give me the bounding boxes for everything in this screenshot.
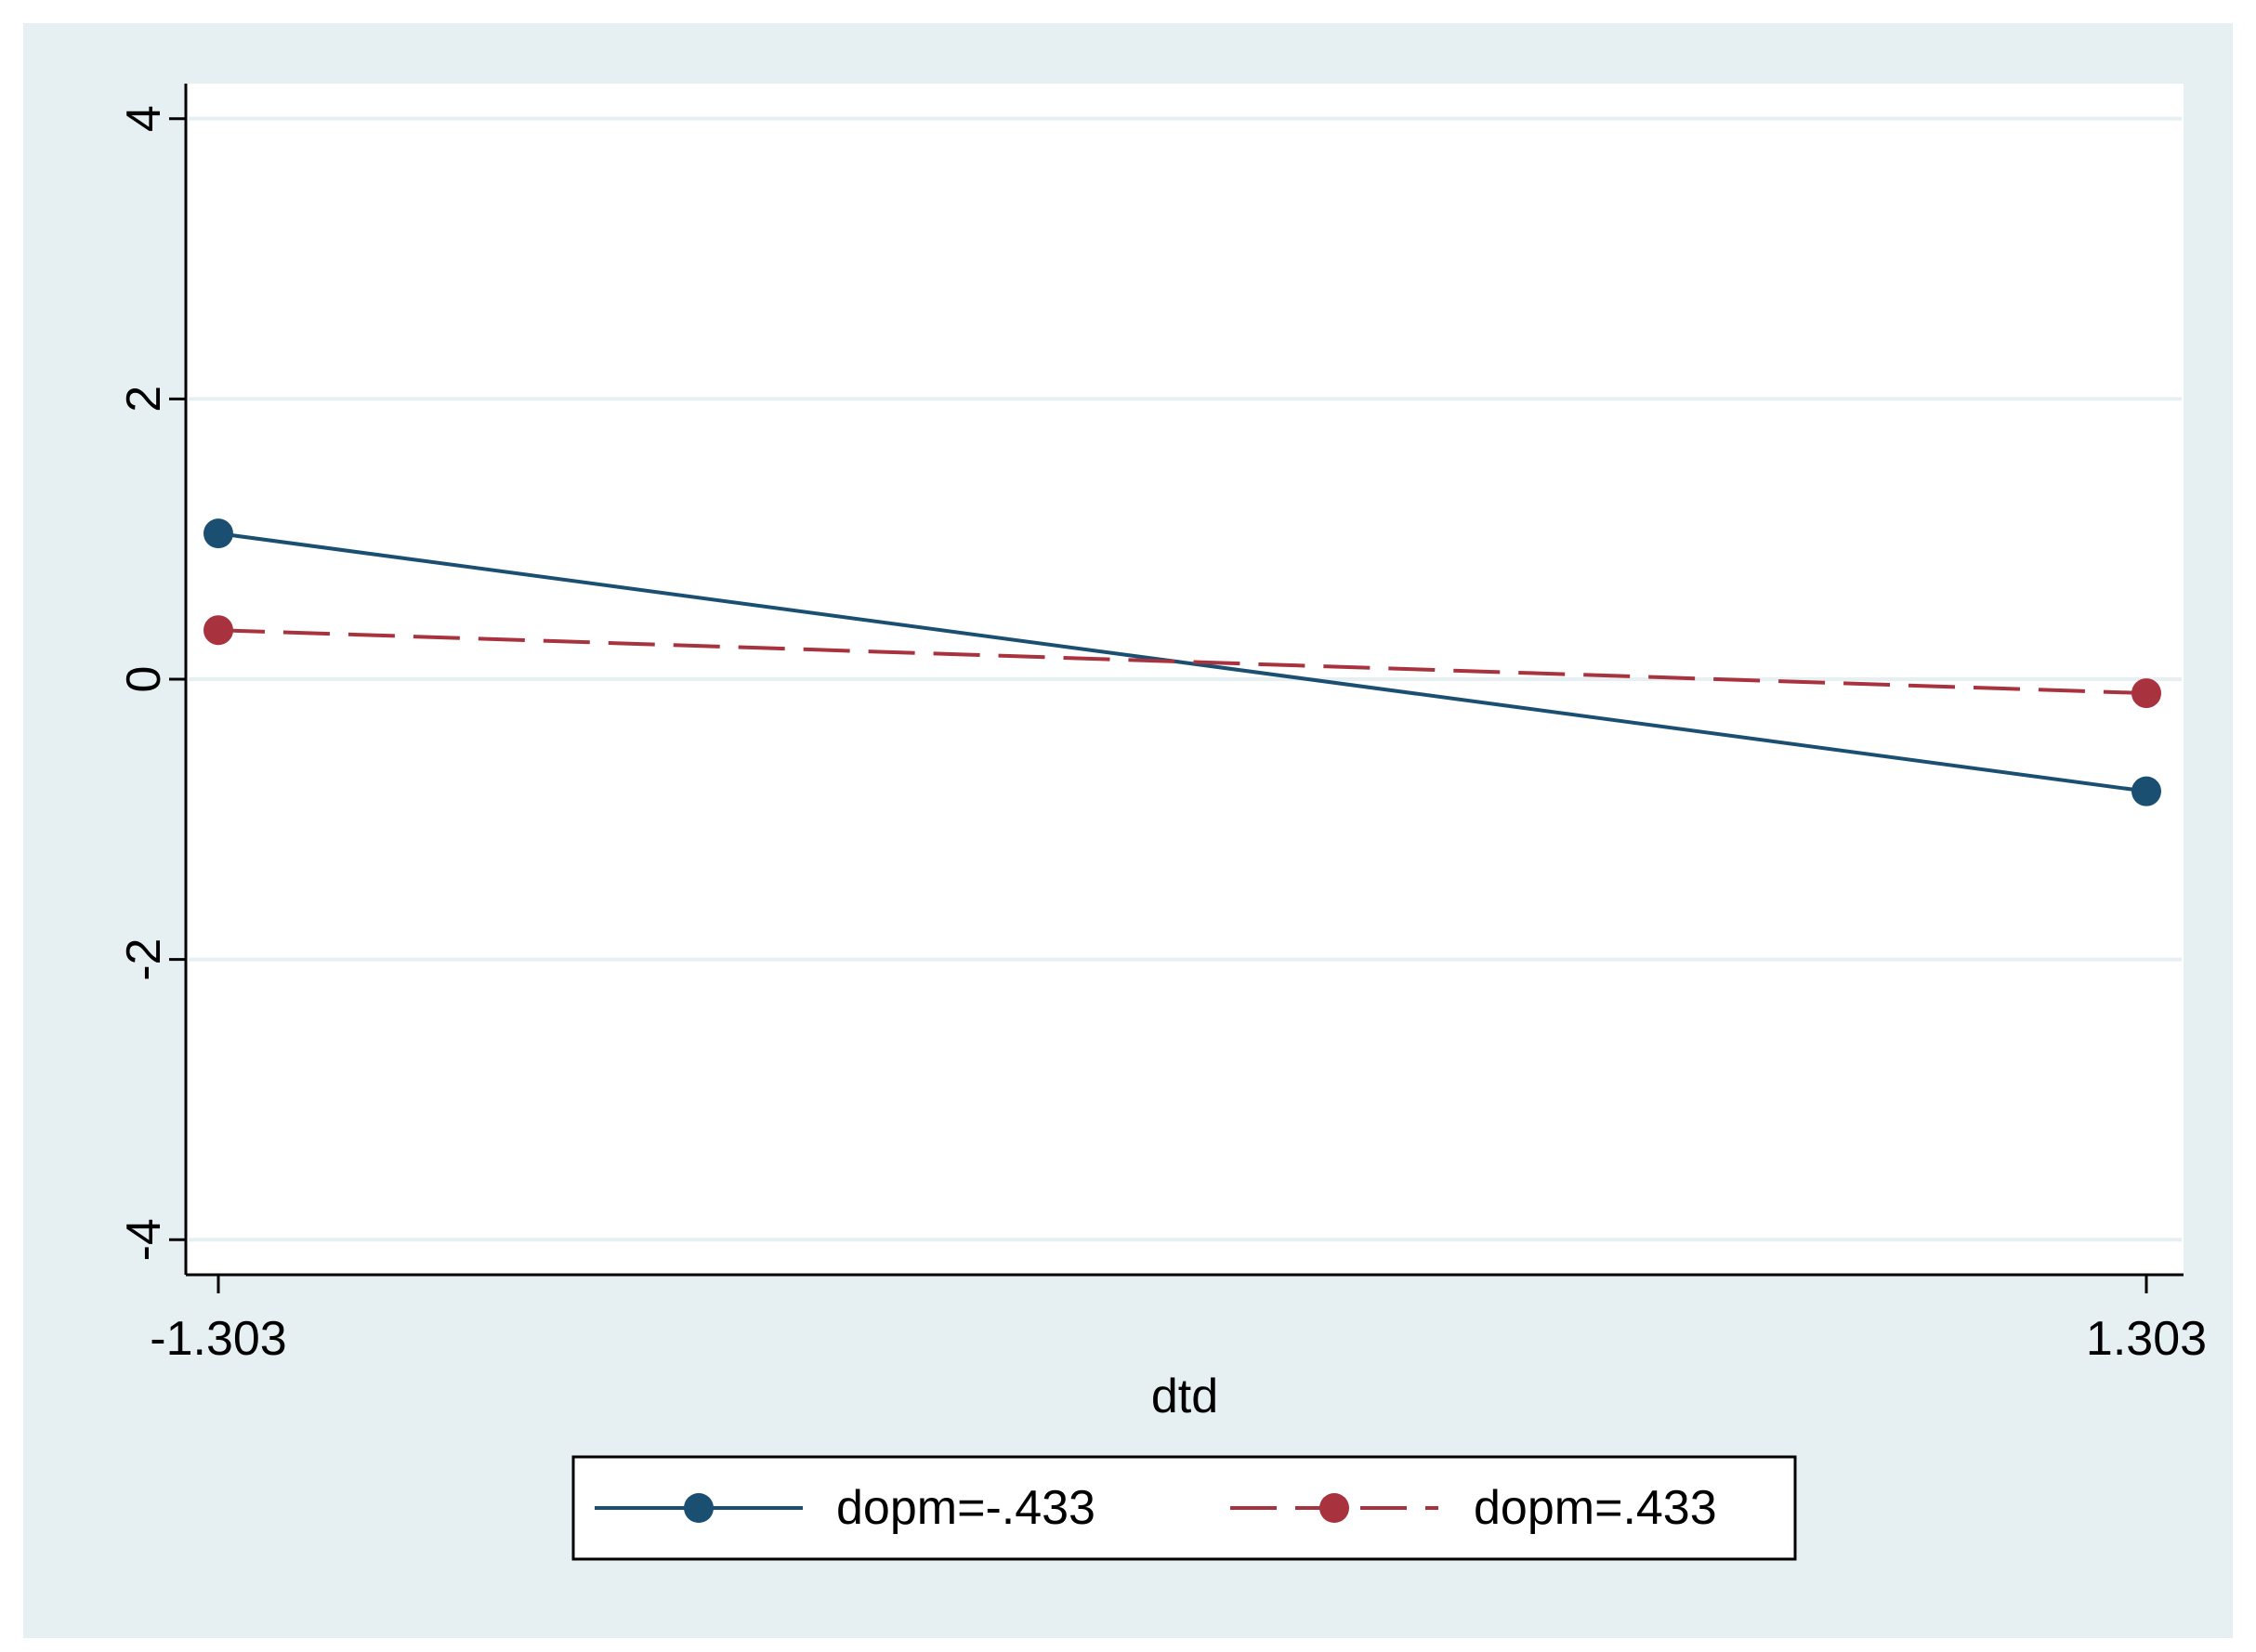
- y-tick-label: 0: [117, 666, 171, 693]
- data-point: [2131, 678, 2161, 709]
- legend-marker: [684, 1493, 714, 1523]
- data-point: [203, 518, 233, 549]
- x-tick-label: -1.303: [150, 1312, 286, 1366]
- y-axis-ticks: -4 -2 0 2 4: [117, 105, 186, 1261]
- y-tick-label: 4: [117, 105, 171, 132]
- series-2: [203, 615, 2161, 709]
- gridlines: [189, 116, 2182, 1242]
- y-tick-label: -2: [117, 938, 171, 981]
- y-tick-label: -4: [117, 1218, 171, 1261]
- legend: dopm=-.433 dopm=.433: [571, 1455, 1797, 1561]
- legend-item: dopm=.433: [1230, 1481, 1717, 1535]
- data-point: [203, 615, 233, 646]
- y-tick-label: 2: [117, 386, 171, 413]
- series-1: [203, 518, 2161, 806]
- series-line: [217, 531, 2147, 793]
- legend-label: dopm=-.433: [836, 1481, 1095, 1535]
- data-point: [2131, 776, 2161, 806]
- series: [203, 518, 2161, 806]
- legend-marker: [1319, 1493, 1349, 1523]
- x-tick-label: 1.303: [2086, 1312, 2207, 1366]
- legend-label: dopm=.433: [1474, 1481, 1717, 1535]
- x-axis-title: dtd: [1151, 1370, 1218, 1423]
- legend-item: dopm=-.433: [595, 1481, 1095, 1535]
- x-axis-ticks: -1.303 1.303: [150, 1275, 2207, 1366]
